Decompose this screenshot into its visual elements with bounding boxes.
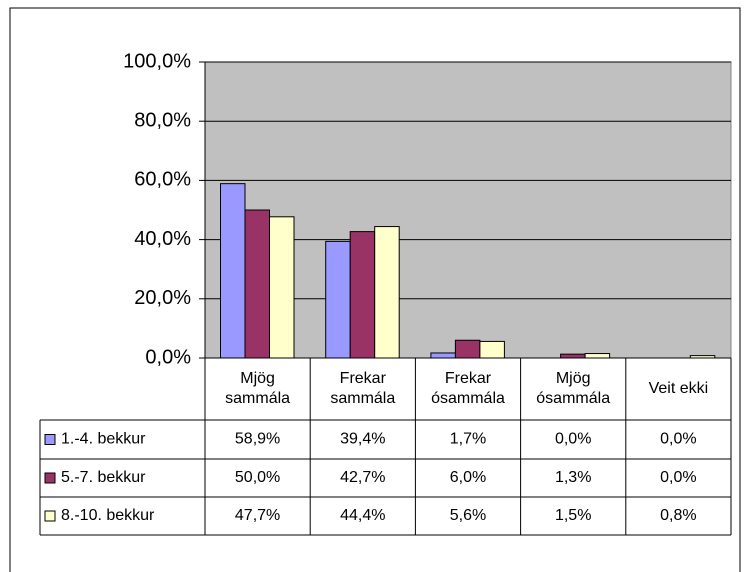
y-tick-label: 0,0% (145, 346, 191, 368)
bar (560, 353, 586, 359)
data-label: 0,0% (555, 431, 591, 448)
bar (244, 209, 270, 359)
y-tick-label: 80,0% (134, 109, 191, 131)
bar (689, 355, 716, 359)
x-tick-label: Frekar ósammála (431, 370, 505, 407)
data-label: 1,3% (555, 469, 591, 486)
y-tick-label: 60,0% (134, 169, 191, 191)
bar (479, 340, 505, 359)
bar (269, 216, 295, 359)
y-tick-label: 40,0% (134, 228, 191, 250)
legend-swatch (44, 472, 56, 484)
bar (220, 183, 246, 359)
data-label: 1,5% (555, 507, 591, 524)
data-label: 0,0% (660, 469, 696, 486)
legend-swatch (44, 434, 56, 445)
x-tick-label: Frekar sammála (330, 370, 395, 407)
data-label: 39,4% (340, 431, 385, 448)
bar (584, 353, 611, 359)
legend-label: 8.-10. bekkur (61, 507, 155, 524)
data-label: 50,0% (235, 469, 280, 486)
bar (325, 240, 351, 359)
x-tick-label: Veit ekki (649, 380, 709, 397)
data-label: 0,0% (660, 431, 696, 448)
data-label: 0,8% (660, 507, 696, 524)
data-label: 47,7% (235, 507, 280, 524)
y-tick-label: 20,0% (134, 287, 191, 309)
x-tick-label: Mjög sammála (225, 370, 290, 407)
data-label: 44,4% (340, 507, 385, 524)
data-label: 1,7% (450, 431, 486, 448)
bar (374, 226, 400, 359)
bar (430, 352, 456, 359)
y-tick-label: 100,0% (123, 50, 191, 72)
legend-label: 1.-4. bekkur (61, 431, 146, 448)
data-label: 5,6% (450, 507, 486, 524)
data-label: 58,9% (235, 431, 280, 448)
legend-swatch (44, 510, 56, 522)
data-label: 6,0% (450, 469, 486, 486)
data-label: 42,7% (340, 469, 385, 486)
bar (454, 339, 481, 359)
x-tick-label: Mjög ósammála (536, 370, 610, 407)
legend-label: 5.-7. bekkur (61, 469, 146, 486)
bar (349, 231, 376, 359)
